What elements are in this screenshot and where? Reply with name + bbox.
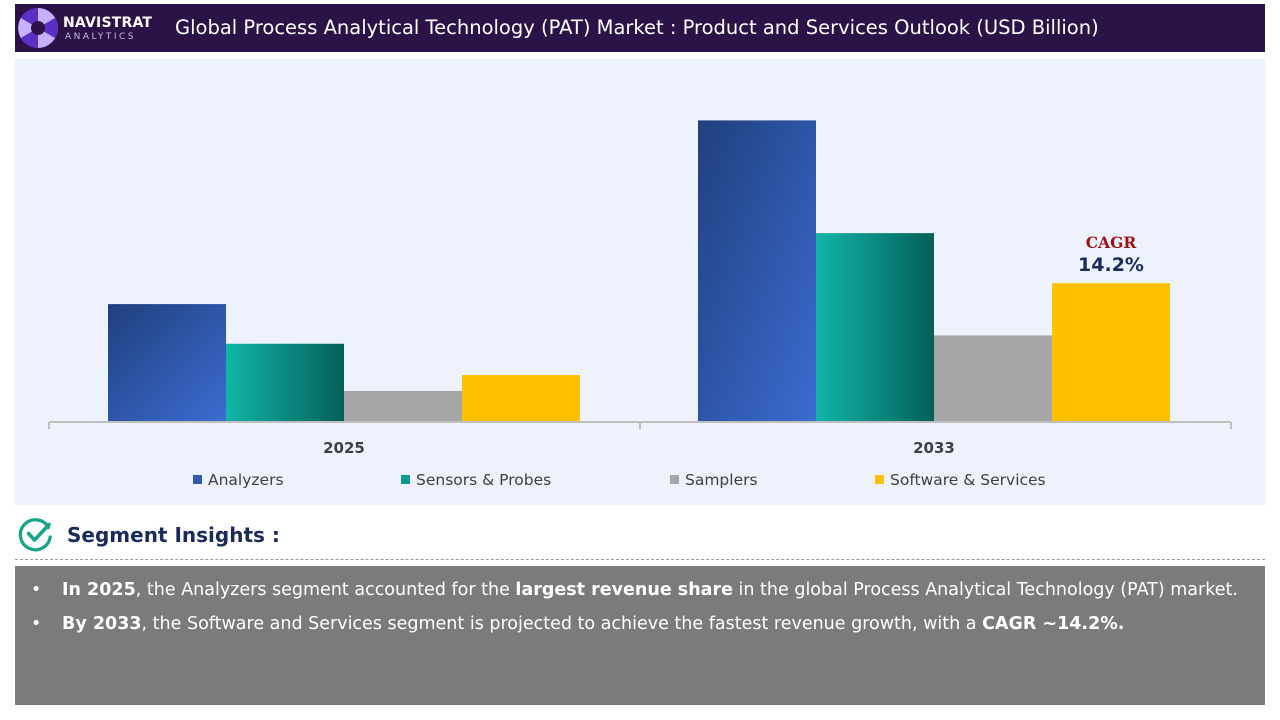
legend-swatch-sensors-probes	[401, 475, 410, 484]
bar-software-services-2025	[462, 375, 580, 421]
bar-samplers-2025	[344, 390, 462, 421]
bar-analyzers-2025	[108, 304, 226, 421]
insight-bullet: • By 2033, the Software and Services segm…	[31, 608, 1255, 642]
insight-text: , the Analyzers segment accounted for th…	[135, 580, 516, 600]
brand-logo: NAVISTRAT ANALYTICS	[17, 6, 157, 50]
insights-header: Segment Insights :	[18, 516, 618, 554]
insight-bullet: • In 2025, the Analyzers segment accounte…	[31, 574, 1255, 608]
brand-name: NAVISTRAT	[63, 15, 153, 31]
x-tick-label: 2025	[323, 439, 365, 457]
x-tick-label: 2033	[913, 439, 955, 457]
legend-label: Software & Services	[890, 471, 1046, 489]
bar-sensors-probes-2033	[816, 233, 934, 421]
insight-emphasis: In 2025	[62, 580, 136, 600]
insight-text: , the Software and Services segment is p…	[141, 613, 983, 634]
logo-mark-icon	[18, 8, 58, 48]
bullet-dot-icon: •	[31, 613, 42, 634]
check-circle-icon	[18, 518, 52, 552]
header-bar: NAVISTRAT ANALYTICS Global Process Analy…	[15, 4, 1265, 52]
bullet-dot-icon: •	[31, 580, 42, 600]
legend-label: Analyzers	[208, 471, 284, 489]
bar-chart: 2025 2033 CAGR 14.2% Analyzers Sensors & Prob…	[48, 120, 1232, 489]
insight-emphasis: largest revenue share	[515, 580, 733, 600]
legend-label: Sensors & Probes	[416, 471, 551, 489]
insight-emphasis: By 2033	[62, 613, 142, 634]
brand-subtitle: ANALYTICS	[65, 32, 137, 42]
cagr-label: CAGR	[1086, 233, 1137, 252]
chart-panel: 2025 2033 CAGR 14.2% Analyzers Sensors & Prob…	[15, 59, 1265, 505]
legend-label: Samplers	[685, 471, 758, 489]
cagr-value: 14.2%	[1078, 254, 1144, 276]
bar-software-services-2033	[1052, 283, 1170, 421]
bar-sensors-probes-2025	[226, 343, 344, 421]
insight-emphasis: CAGR ~14.2%.	[982, 613, 1125, 634]
page-title: Global Process Analytical Technology (PA…	[175, 16, 1099, 39]
section-divider	[15, 559, 1265, 560]
bar-samplers-2033	[934, 335, 1052, 421]
legend-swatch-software-services	[875, 475, 884, 484]
insights-box: • In 2025, the Analyzers segment accounte…	[15, 566, 1265, 705]
insight-text: in the global Process Analytical Technol…	[732, 580, 1238, 600]
insights-title: Segment Insights :	[67, 523, 280, 547]
insights-list: • In 2025, the Analyzers segment accounte…	[31, 574, 1255, 641]
legend-swatch-analyzers	[193, 475, 202, 484]
bar-analyzers-2033	[698, 120, 816, 422]
legend-swatch-samplers	[670, 475, 679, 484]
